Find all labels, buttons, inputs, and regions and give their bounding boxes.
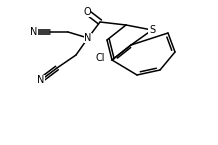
Text: N: N xyxy=(84,33,92,43)
Text: N: N xyxy=(37,75,45,85)
Text: O: O xyxy=(83,7,91,17)
Text: N: N xyxy=(30,27,38,37)
Text: S: S xyxy=(149,25,155,35)
Text: Cl: Cl xyxy=(95,53,105,63)
